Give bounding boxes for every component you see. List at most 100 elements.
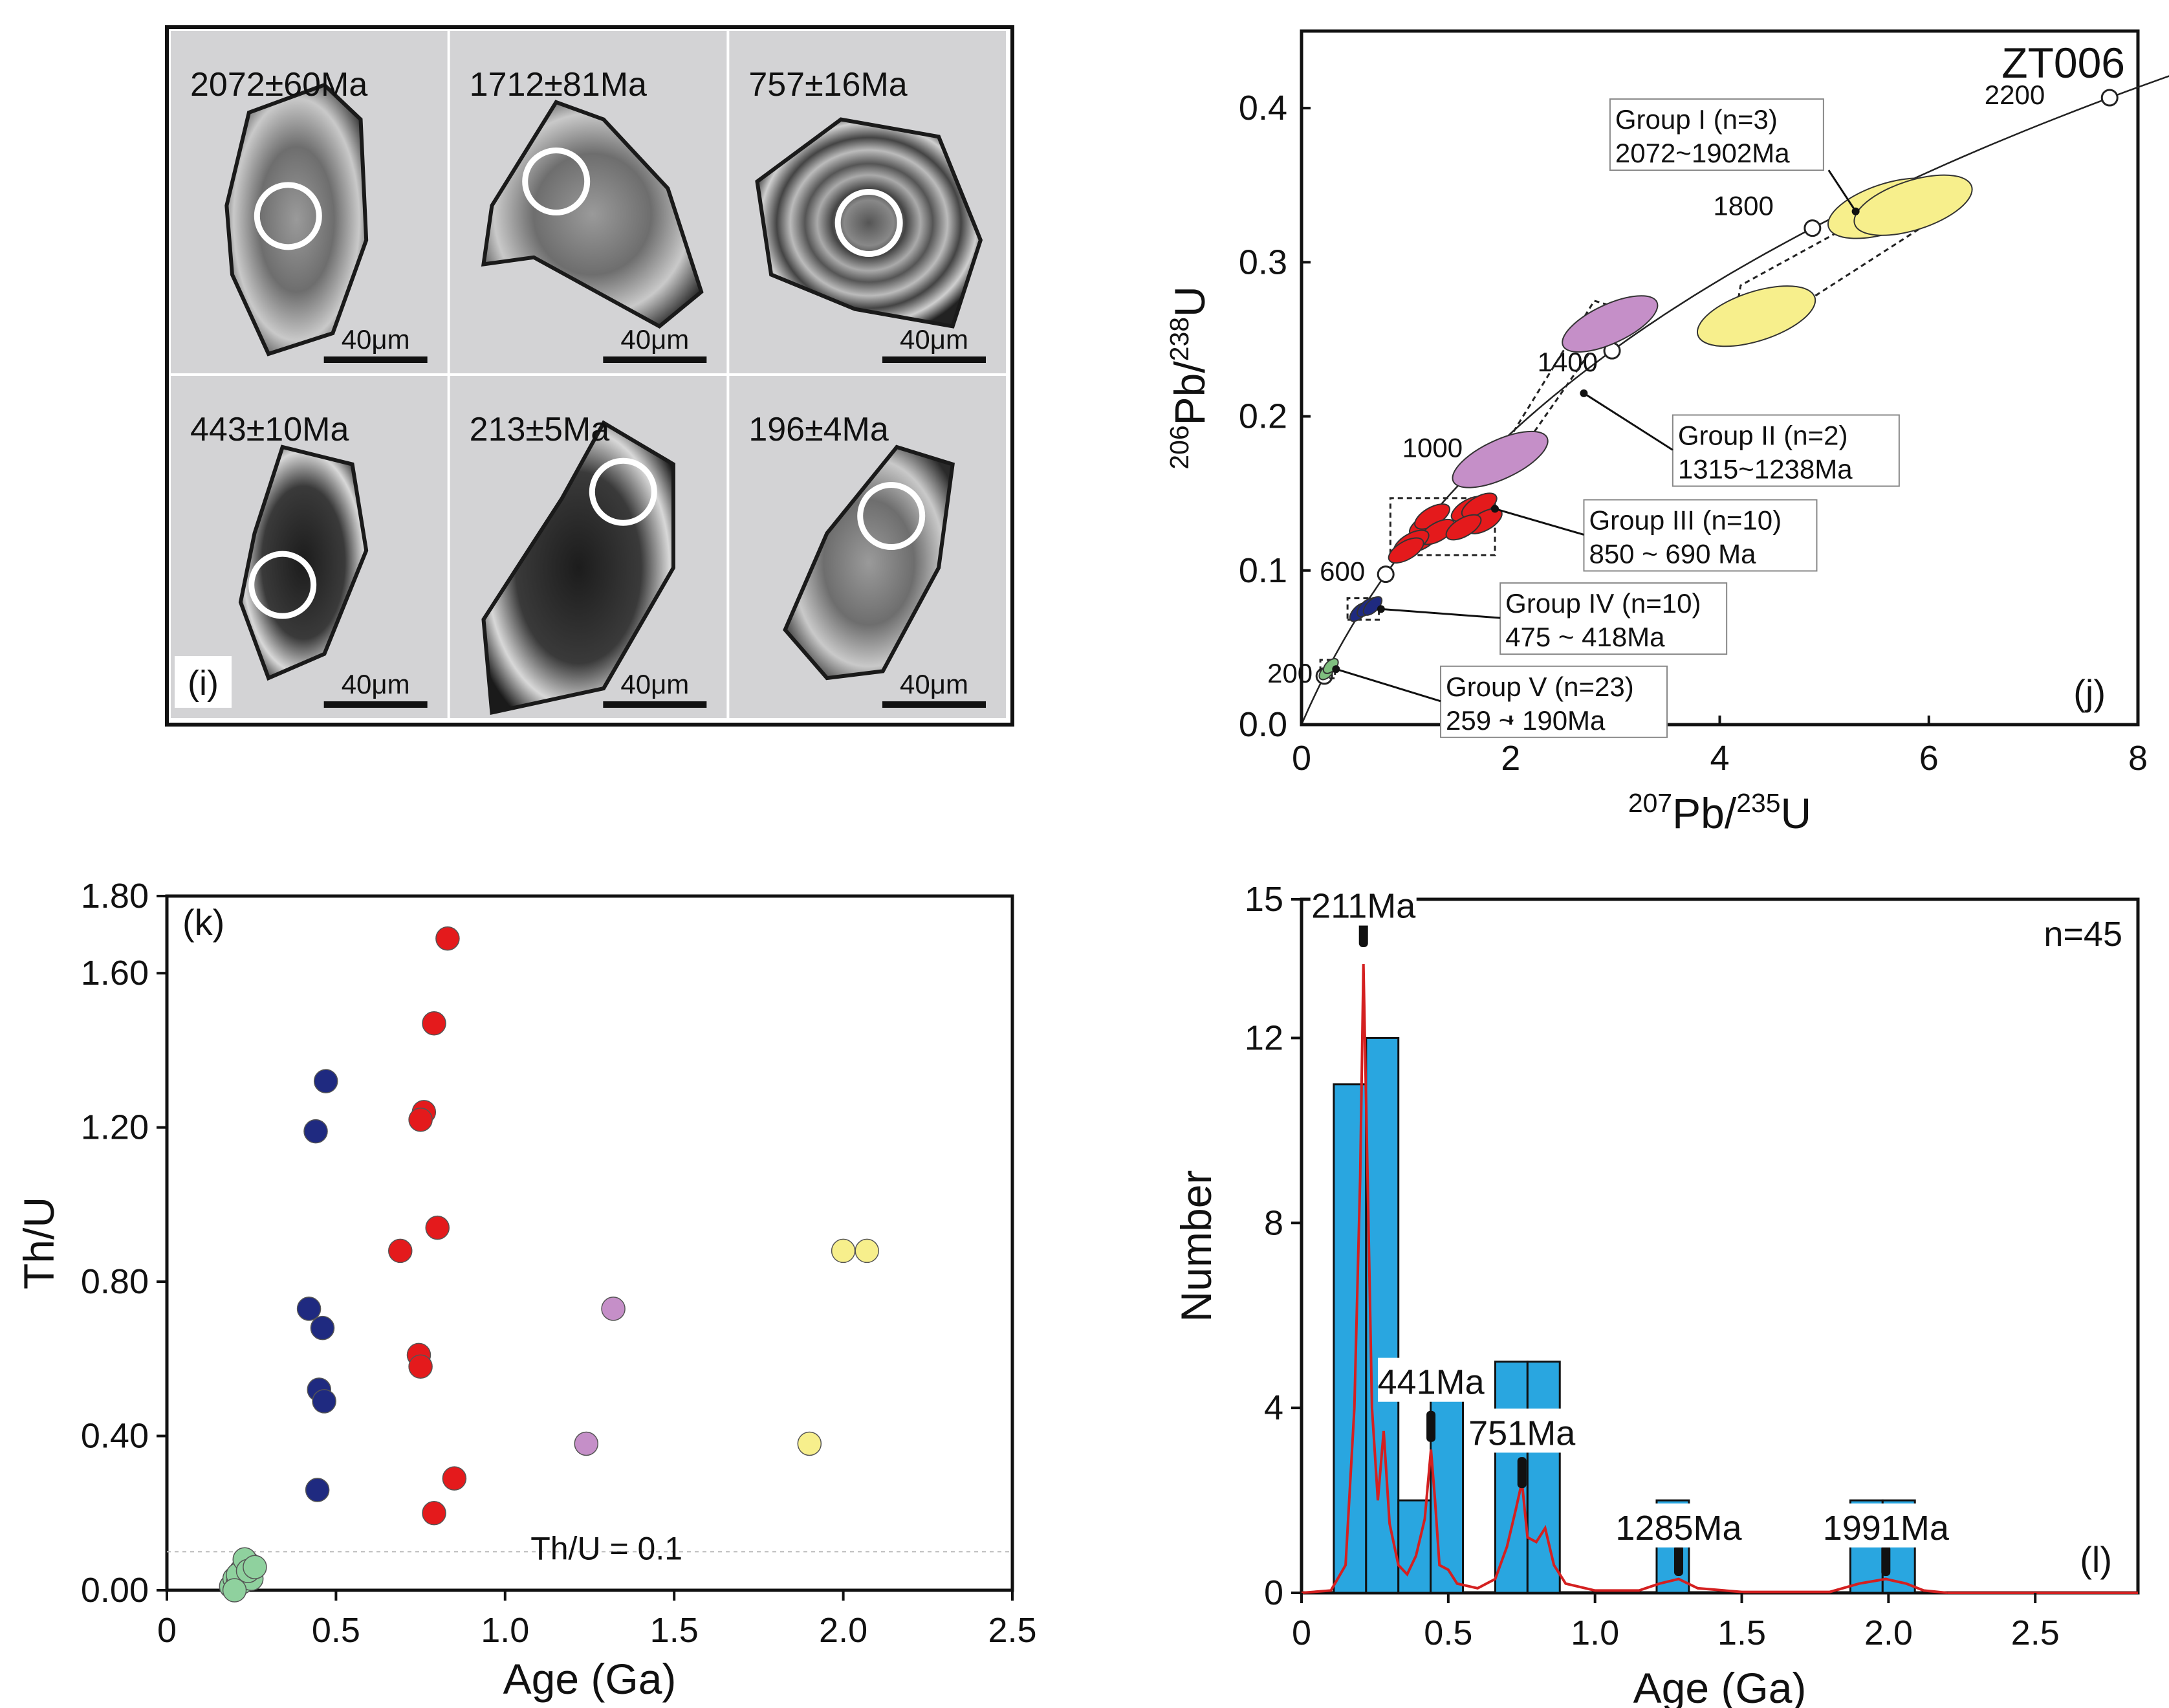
group-arrow-line — [1827, 170, 1857, 212]
x-axis-title: Age (Ga) — [1633, 1664, 1807, 1708]
scale-bar-label: 40μm — [342, 324, 410, 355]
y-tick-label: 0.0 — [1239, 705, 1287, 744]
group-label-box — [1499, 582, 1728, 655]
data-point — [797, 1431, 822, 1456]
label-superscript: 206 — [1164, 425, 1194, 469]
group-range-label: 850 ~ 690 Ma — [1589, 538, 1756, 569]
grain-age-label: 1712±81Ma — [470, 66, 647, 104]
x-tick-label: 2.5 — [2011, 1614, 2060, 1652]
y-tick-label: 0.40 — [81, 1417, 149, 1456]
scale-bar-label: 40μm — [342, 669, 410, 699]
data-ellipse — [1388, 537, 1424, 564]
x-axis-title: 207Pb/235U — [1628, 788, 1811, 837]
peak-label-background — [1615, 1503, 1741, 1548]
scale-bar-label: 40μm — [900, 324, 968, 355]
age-marker-circle — [2100, 89, 2119, 107]
grain-age-label: 443±10Ma — [190, 411, 349, 448]
age-marker-label: 2200 — [1985, 80, 2045, 110]
group-label-box — [1672, 414, 1900, 487]
group-range-label: 475 ~ 418Ma — [1505, 622, 1665, 652]
group-iii-envelope — [1389, 497, 1496, 556]
x-tick-label: 0 — [1292, 1614, 1311, 1652]
group-iv-envelope — [1346, 597, 1380, 621]
peak-label: 1285Ma — [1615, 1509, 1742, 1548]
group-arrow-line — [1583, 392, 1673, 451]
data-point — [408, 1107, 433, 1132]
peak-marker — [1673, 1544, 1683, 1576]
group-range-label: 1315~1238Ma — [1678, 454, 1853, 484]
age-marker-circle — [1377, 565, 1395, 584]
group-name-label: Group III (n=10) — [1589, 505, 1782, 535]
y-tick-label: 1.60 — [81, 954, 149, 992]
y-tick-label: 8 — [1264, 1203, 1283, 1242]
data-point — [831, 1238, 856, 1264]
peak-label: 1991Ma — [1823, 1509, 1950, 1548]
scale-bar-label: 40μm — [620, 324, 689, 355]
label-text: Pb/ — [1166, 361, 1214, 426]
panel-tag: (k) — [182, 902, 224, 943]
analysis-spot-circle — [834, 189, 903, 257]
y-tick-label: 4 — [1264, 1388, 1283, 1427]
peak-label: 441Ma — [1378, 1363, 1485, 1402]
scale-bar — [882, 701, 986, 708]
analysis-spot-circle — [254, 182, 322, 250]
group-arrow-head — [1332, 665, 1340, 673]
data-ellipse — [1452, 430, 1549, 488]
data-point — [408, 1354, 433, 1379]
thu-scatter-chart: Th/U = 0.1 0 0.5 1.0 1.5 2.0 2.5 0.00 0.40 0.80 1.… — [15, 877, 1037, 1703]
x-tick-label: 6 — [1919, 739, 1939, 778]
data-ellipse — [1445, 514, 1482, 541]
data-ellipse — [1562, 295, 1659, 353]
y-tick-label: 0.3 — [1239, 243, 1287, 281]
peak-label-background — [1468, 1408, 1575, 1453]
scale-bar-label: 40μm — [620, 669, 689, 699]
x-tick-label: 1.0 — [481, 1611, 529, 1650]
x-axis-title: Age (Ga) — [503, 1655, 677, 1703]
label-superscript: 235 — [1736, 788, 1780, 818]
data-point — [222, 1578, 247, 1603]
y-tick-label: 12 — [1245, 1018, 1283, 1057]
zircon-grain-image — [481, 420, 675, 716]
age-marker-circle — [1804, 219, 1822, 237]
concordia-chart: 200 600 1000 1400 1800 2200 Group I (n=3)2072~… — [1164, 29, 2169, 837]
group-label-box — [1440, 665, 1668, 738]
data-point — [422, 1501, 446, 1526]
x-tick-label: 1.5 — [1717, 1614, 1766, 1652]
group-name-label: Group V (n=23) — [1446, 672, 1634, 702]
x-tick-label: 0.5 — [312, 1611, 360, 1650]
y-tick-label: 0.80 — [81, 1262, 149, 1301]
x-tick-label: 1.0 — [1571, 1614, 1619, 1652]
group-v-envelope — [1319, 659, 1336, 680]
x-tick-label: 4 — [1710, 739, 1729, 778]
analysis-spot-circle — [857, 482, 926, 551]
scale-bar — [323, 701, 428, 708]
age-marker-label: 1800 — [1713, 191, 1773, 221]
label-text: U — [1780, 789, 1811, 837]
cl-grain-cell: 1712±81Ma 40μm — [450, 31, 727, 373]
y-tick-label: 0.00 — [81, 1571, 149, 1610]
peak-marker — [1881, 1544, 1891, 1576]
data-point — [601, 1297, 626, 1321]
scale-bar — [882, 356, 986, 363]
group-arrow-line — [1380, 608, 1501, 619]
data-point — [435, 926, 460, 951]
data-point — [312, 1389, 336, 1414]
group-arrow-line — [1335, 668, 1441, 703]
y-tick-label: 0.2 — [1239, 397, 1287, 436]
group-arrow-head — [1851, 207, 1860, 215]
data-point — [243, 1555, 267, 1579]
group-name-label: Group I (n=3) — [1615, 104, 1778, 135]
x-tick-label: 0.5 — [1424, 1614, 1472, 1652]
group-range-label: 259 ~ 190Ma — [1446, 705, 1606, 736]
x-tick-label: 1.5 — [650, 1611, 699, 1650]
data-point — [422, 1011, 446, 1036]
scale-bar — [603, 701, 707, 708]
analysis-spot-circle — [589, 457, 657, 526]
grain-age-label: 213±5Ma — [470, 411, 610, 448]
age-marker-label: 600 — [1320, 556, 1365, 587]
data-ellipse — [1362, 596, 1383, 616]
x-tick-label: 0 — [157, 1611, 177, 1650]
peak-label: 751Ma — [1468, 1414, 1576, 1452]
data-point — [574, 1431, 599, 1456]
